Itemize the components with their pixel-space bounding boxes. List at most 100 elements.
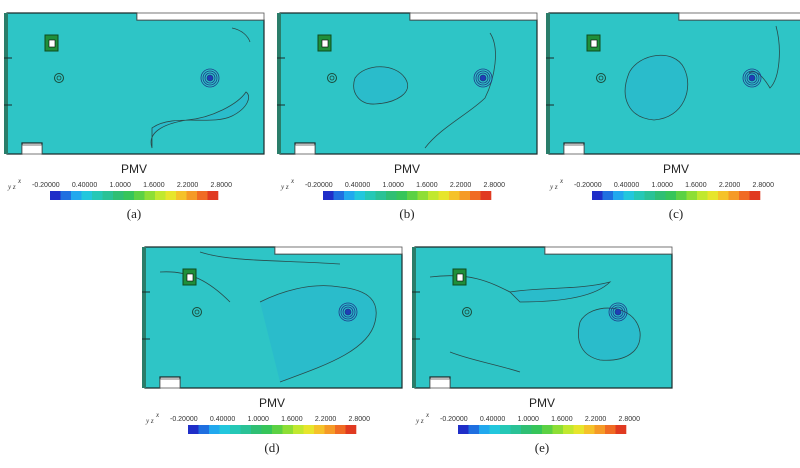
left-wall: [412, 247, 416, 388]
colorbar-swatch: [219, 425, 231, 434]
colorbar-ticks: -0.20000 0.40000 1.0000 1.6000 2.2000 2.8000: [32, 182, 232, 189]
colorbar-tick: 1.6000: [551, 416, 573, 423]
colorbar-swatch: [458, 425, 469, 434]
heat-source-core: [186, 273, 194, 282]
ring-marker-inner: [464, 309, 470, 315]
colorbar-swatch: [521, 425, 532, 434]
colorbar-swatch: [123, 191, 135, 200]
colorbar-tick: 1.6000: [143, 182, 165, 189]
heat-source-core: [590, 39, 598, 48]
colorbar-tick: 1.0000: [382, 182, 404, 189]
colorbar-swatch: [134, 191, 145, 200]
colorbar-swatch: [365, 191, 376, 200]
colorbar-tick: 2.8000: [618, 416, 640, 423]
colorbar-label: PMV: [528, 396, 555, 410]
colorbar-ticks: -0.20000 0.40000 1.0000 1.6000 2.2000 2.8000: [170, 416, 370, 423]
axis-y-label: y: [8, 183, 12, 191]
left-wall: [142, 247, 146, 388]
colorbar-tick: 2.8000: [348, 416, 370, 423]
pmv-contour-line: [199, 251, 341, 265]
colorbar-swatch: [449, 191, 460, 200]
room-field: [6, 12, 265, 155]
colorbar-tick: 1.0000: [109, 182, 131, 189]
colorbar-swatch: [345, 425, 357, 434]
colorbar-swatch: [602, 191, 614, 200]
vortex-contour: [473, 68, 493, 88]
colorbar-tick: 2.2000: [718, 182, 741, 189]
colorbar-swatch: [563, 425, 574, 434]
colorbar-label: PMV: [662, 162, 689, 176]
colorbar-swatch: [92, 191, 103, 200]
axis-z-label: z: [554, 183, 558, 191]
room-notch: [678, 12, 800, 21]
ring-marker: [54, 73, 64, 83]
colorbar-tick: 0.40000: [613, 182, 640, 189]
colorbar-tick: -0.20000: [440, 416, 468, 423]
panel-b: PMV x y z -0.20000 0.40000 1.0000 1.6000 2.2000…: [275, 8, 539, 233]
colorbar-swatch: [613, 191, 624, 200]
colorbar-swatch: [282, 425, 294, 434]
axis-y-label: y: [550, 183, 554, 191]
vortex-contour: [204, 72, 216, 84]
colorbar-swatch: [188, 425, 199, 434]
colorbar-ticks: -0.20000 0.40000 1.0000 1.6000 2.2000 2.8000: [305, 182, 505, 189]
colorbar-swatch: [749, 191, 761, 200]
vortex-contour: [202, 70, 218, 86]
colorbar-swatch: [197, 191, 208, 200]
room-notch: [544, 246, 673, 255]
colorbar-swatch: [81, 191, 93, 200]
colorbar-tick: 0.40000: [479, 416, 506, 423]
pmv-contour-plot: [412, 246, 673, 389]
vortex-contour: [612, 306, 624, 318]
colorbar-swatch: [207, 191, 219, 200]
colorbar-swatch: [230, 425, 241, 434]
colorbar-swatch: [176, 191, 187, 200]
colorbar-tick: 1.0000: [517, 416, 539, 423]
room-notch: [409, 12, 538, 21]
colorbar-swatch: [479, 425, 490, 434]
colorbar-tick: 1.6000: [281, 416, 303, 423]
room-field: [414, 246, 673, 389]
heat-source-core: [456, 273, 464, 282]
colorbar-swatch: [584, 425, 595, 434]
colorbar-swatch: [697, 191, 708, 200]
pmv-contour-plot: [277, 12, 538, 155]
colorbar-tick: 1.0000: [651, 182, 673, 189]
colorbar-swatch: [335, 425, 346, 434]
colorbar-swatch: [686, 191, 698, 200]
colorbar-swatch: [386, 191, 397, 200]
axis-z-label: z: [12, 183, 16, 191]
colorbar-swatch: [480, 191, 492, 200]
door-opening: [21, 144, 43, 155]
room-field: [279, 12, 538, 155]
colorbar-swatch: [707, 191, 719, 200]
colorbar-swatch: [396, 191, 408, 200]
colorbar-swatch: [438, 191, 450, 200]
vortex-contour: [344, 308, 352, 316]
vortex-contour: [610, 304, 626, 320]
colorbar-tick: -0.20000: [170, 416, 198, 423]
ring-marker: [327, 73, 337, 83]
colorbar-tick: 0.40000: [344, 182, 371, 189]
colorbar-swatch: [428, 191, 439, 200]
pmv-contour-line: [353, 66, 408, 105]
vortex-contour: [479, 74, 487, 82]
colorbar-swatch: [144, 191, 156, 200]
panel-c: PMV x y z -0.20000 0.40000 1.0000 1.6000 2.2000…: [544, 8, 800, 233]
colorbar-swatch: [324, 425, 336, 434]
colorbar-swatch: [542, 425, 553, 434]
colorbar-swatch: [344, 191, 355, 200]
vortex-contour: [342, 306, 354, 318]
colorbar-swatch: [676, 191, 687, 200]
door-opening: [429, 378, 451, 389]
pmv-contour-line: [429, 275, 511, 293]
colorbar-tick: 1.6000: [685, 182, 707, 189]
colorbar-swatch: [251, 425, 262, 434]
colorbar-swatch: [272, 425, 283, 434]
colorbar-tick: 2.8000: [210, 182, 232, 189]
vortex-contour: [200, 68, 220, 88]
colorbar-swatch: [644, 191, 656, 200]
